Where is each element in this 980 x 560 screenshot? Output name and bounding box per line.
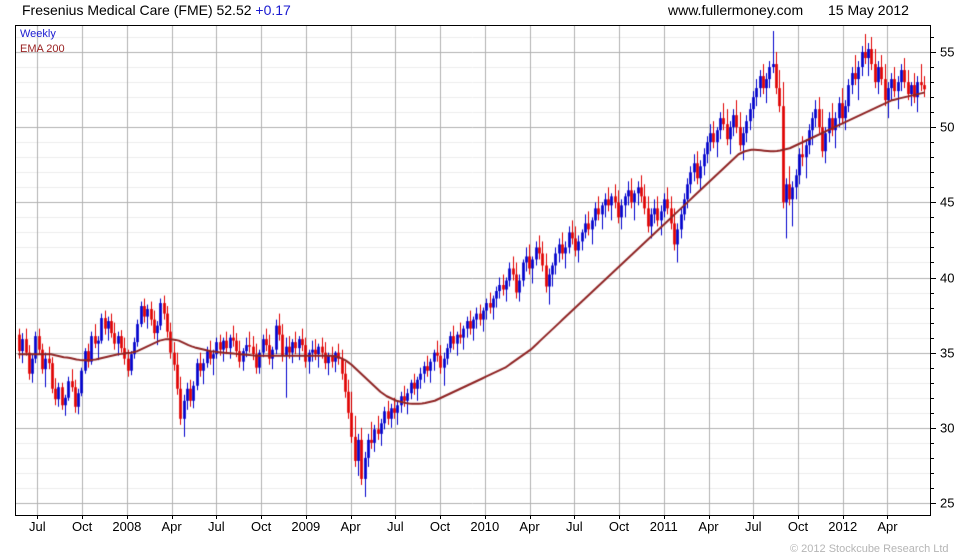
x-axis-label: Apr (161, 519, 182, 534)
y-axis-tick-minor (930, 472, 934, 474)
y-axis-tick-major (930, 427, 936, 429)
x-axis-tick (306, 515, 307, 519)
y-axis-tick-minor (930, 112, 934, 114)
x-axis: Jul Oct 2008 Apr Jul Oct 2009 Apr Jul Oct 2010 Apr J… (15, 515, 930, 539)
x-axis-label: 2011 (649, 519, 678, 534)
y-axis-label: 35 (940, 345, 955, 361)
y-axis-tick-minor (930, 367, 934, 369)
x-axis-tick (37, 515, 38, 519)
x-axis-label: Jul (565, 519, 583, 534)
plot-border-bottom (15, 515, 931, 516)
x-axis-tick (82, 515, 83, 519)
website-label: www.fullermoney.com (668, 2, 804, 18)
y-axis-tick-minor (930, 397, 934, 399)
y-axis-label: 55 (940, 44, 955, 60)
legend-overlay-ema200: EMA 200 (20, 43, 65, 55)
x-axis-tick (485, 515, 486, 519)
x-axis-tick (843, 515, 844, 519)
y-axis-tick-minor (930, 142, 934, 144)
x-axis-label: Oct (71, 519, 93, 534)
y-axis-tick-minor (930, 247, 934, 249)
y-axis-tick-minor (930, 457, 934, 459)
x-axis-tick (127, 515, 128, 519)
x-axis-label: Apr (340, 519, 361, 534)
y-axis-tick-minor (930, 292, 934, 294)
x-axis-label: 2010 (470, 519, 500, 534)
y-axis-tick-minor (930, 187, 934, 189)
y-axis-tick-major (930, 502, 936, 504)
y-axis-tick-minor (930, 97, 934, 99)
chart-plot-area (15, 25, 930, 515)
x-axis-tick (753, 515, 754, 519)
x-axis-label: Jul (208, 519, 225, 534)
y-axis-tick-minor (930, 82, 934, 84)
x-axis-label: 2012 (828, 519, 858, 534)
x-axis-tick (619, 515, 620, 519)
x-axis-tick (216, 515, 217, 519)
x-axis-label: Apr (877, 519, 898, 534)
y-axis: 25 30 35 40 45 50 55 (930, 25, 980, 515)
candlestick-series (15, 25, 930, 515)
y-axis-tick-minor (930, 487, 934, 489)
x-axis-tick (664, 515, 665, 519)
x-axis-label: Jul (387, 519, 404, 534)
y-axis-tick-minor (930, 172, 934, 174)
y-axis-tick-minor (930, 382, 934, 384)
x-axis-tick (530, 515, 531, 519)
y-axis-tick-minor (930, 442, 934, 444)
price-change: +0.17 (255, 2, 291, 18)
y-axis-tick-minor (930, 67, 934, 69)
legend-series-weekly: Weekly (20, 28, 56, 40)
y-axis-tick-minor (930, 322, 934, 324)
x-axis-tick (798, 515, 799, 519)
x-axis-tick (351, 515, 352, 519)
y-axis-tick-minor (930, 232, 934, 234)
chart-title: Fresenius Medical Care (FME) 52.52 +0.17 (22, 2, 291, 18)
y-axis-tick-major (930, 352, 936, 354)
x-axis-label: Oct (787, 519, 809, 534)
y-axis-tick-major (930, 127, 936, 129)
y-axis-tick-minor (930, 157, 934, 159)
x-axis-label: Apr (519, 519, 540, 534)
y-axis-label: 50 (940, 119, 955, 135)
y-axis-label: 40 (940, 270, 955, 285)
x-axis-label: Oct (429, 519, 451, 534)
plot-border-left (15, 25, 16, 515)
x-axis-label: Oct (608, 519, 630, 534)
y-axis-label: 45 (940, 194, 955, 210)
x-axis-tick (440, 515, 441, 519)
y-axis-tick-minor (930, 412, 934, 414)
y-axis-tick-minor (930, 217, 934, 219)
x-axis-tick (574, 515, 575, 519)
as-of-date: 15 May 2012 (828, 2, 909, 18)
x-axis-tick (261, 515, 262, 519)
y-axis-tick-minor (930, 262, 934, 264)
x-axis-label: 2009 (291, 519, 321, 534)
x-axis-tick (709, 515, 710, 519)
y-axis-tick-major (930, 202, 936, 204)
plot-border-top (15, 25, 931, 26)
instrument-and-price: Fresenius Medical Care (FME) 52.52 (22, 2, 252, 18)
y-axis-line (930, 25, 931, 515)
x-axis-tick (172, 515, 173, 519)
x-axis-label: Jul (29, 519, 46, 534)
copyright-notice: © 2012 Stockcube Research Ltd (790, 543, 949, 555)
y-axis-tick-minor (930, 37, 934, 39)
y-axis-tick-minor (930, 307, 934, 309)
x-axis-label: 2008 (112, 519, 142, 534)
x-axis-tick (887, 515, 888, 519)
y-axis-tick-major (930, 277, 936, 279)
x-axis-label: Oct (250, 519, 272, 534)
y-axis-tick-minor (930, 337, 934, 339)
y-axis-tick-major (930, 52, 936, 54)
x-axis-label: Apr (698, 519, 719, 534)
x-axis-label: Jul (744, 519, 762, 534)
y-axis-label: 25 (940, 495, 955, 511)
x-axis-tick (395, 515, 396, 519)
y-axis-label: 30 (940, 420, 955, 436)
